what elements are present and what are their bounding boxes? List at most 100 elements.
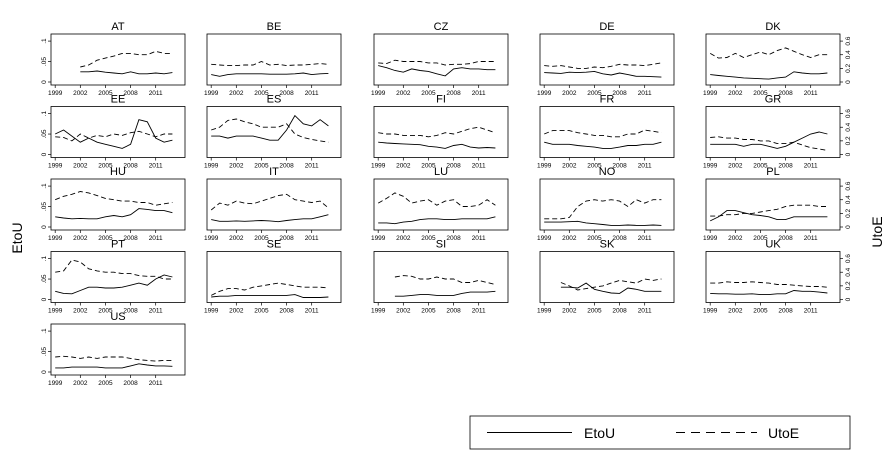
panel-fi: FI 1999 2002 2005 2008 2011 xyxy=(371,94,509,170)
series-utoe-line xyxy=(55,355,173,362)
panel-frame xyxy=(705,106,841,158)
panel-title: ES xyxy=(267,94,282,106)
x-tick-label: 2005 xyxy=(587,163,602,170)
panel-title: DK xyxy=(765,21,781,33)
series-utoe-line xyxy=(377,192,496,207)
panel-title: CZ xyxy=(434,21,449,33)
panel-it: IT 1999 2002 2005 2008 2011 xyxy=(204,166,342,242)
x-tick-label: 2002 xyxy=(73,90,88,97)
x-tick-label: 2011 xyxy=(804,90,818,97)
x-tick-label: 2002 xyxy=(562,308,577,315)
x-tick-label: 2005 xyxy=(753,235,768,242)
left-tick-label: .1 xyxy=(41,38,48,44)
left-tick-label: 0 xyxy=(41,225,48,229)
x-tick-label: 2002 xyxy=(396,163,411,170)
x-tick-label: 1999 xyxy=(537,163,552,170)
panel-frame xyxy=(373,33,509,86)
series-utoe-line xyxy=(211,61,329,67)
panel-frame xyxy=(539,106,675,158)
x-tick-label: 2005 xyxy=(254,90,269,97)
panel-title: BE xyxy=(267,21,282,33)
x-tick-label: 2008 xyxy=(123,90,138,97)
panel-frame xyxy=(539,251,675,303)
x-tick-label: 1999 xyxy=(371,235,386,242)
x-tick-label: 2005 xyxy=(98,90,113,97)
series-etou-line xyxy=(710,290,828,296)
panel-title: PL xyxy=(766,166,779,178)
right-tick-label: 0 xyxy=(845,297,852,301)
x-tick-label: 2002 xyxy=(396,235,411,242)
series-utoe-line xyxy=(210,193,329,211)
x-tick-label: 2002 xyxy=(562,235,577,242)
series-etou-line xyxy=(544,141,662,149)
x-tick-label: 2008 xyxy=(446,90,461,97)
series-utoe-line xyxy=(211,118,329,143)
x-tick-label: 1999 xyxy=(204,90,219,97)
panel-frame xyxy=(705,178,841,231)
x-tick-label: 2008 xyxy=(279,163,294,170)
x-tick-label: 2008 xyxy=(612,308,627,315)
panel-uk: UK 1999 2002 2005 2008 2011 0 0.2 0.4 0.6 xyxy=(703,239,852,315)
panel-frame xyxy=(539,33,675,86)
x-tick-label: 2002 xyxy=(229,163,244,170)
x-tick-label: 2011 xyxy=(149,380,163,387)
panel-ee: EE 1999 2002 2005 2008 2011 0 .05 .1 xyxy=(41,94,186,170)
x-tick-label: 2002 xyxy=(73,380,88,387)
x-tick-label: 2008 xyxy=(123,308,138,315)
x-tick-label: 2008 xyxy=(123,380,138,387)
left-tick-label: 0 xyxy=(41,370,48,374)
x-tick-label: 2008 xyxy=(123,163,138,170)
series-etou-line xyxy=(544,70,662,78)
x-tick-label: 1999 xyxy=(537,235,552,242)
series-utoe-line xyxy=(80,50,173,68)
panel-title: EE xyxy=(111,94,126,106)
panel-es: ES 1999 2002 2005 2008 2011 xyxy=(204,94,342,170)
x-tick-label: 2002 xyxy=(728,235,743,242)
panel-title: AT xyxy=(111,21,125,33)
series-utoe-line xyxy=(544,129,662,138)
x-tick-label: 1999 xyxy=(204,235,219,242)
right-tick-label: 0.2 xyxy=(845,63,852,72)
x-tick-label: 1999 xyxy=(48,308,63,315)
x-tick-label: 2008 xyxy=(446,163,461,170)
series-utoe-line xyxy=(710,281,828,288)
panel-title: GR xyxy=(765,94,782,106)
panel-frame xyxy=(206,33,342,86)
x-tick-label: 2011 xyxy=(638,90,652,97)
x-tick-label: 2005 xyxy=(587,90,602,97)
panel-dk: DK 1999 2002 2005 2008 2011 0 0.2 0.4 0.6 xyxy=(703,21,852,97)
x-tick-label: 2002 xyxy=(396,90,411,97)
panel-frame xyxy=(206,251,342,303)
panel-us: US 1999 2002 2005 2008 2011 0 .05 .1 xyxy=(41,311,186,387)
x-tick-label: 2002 xyxy=(728,308,743,315)
series-etou-line xyxy=(80,70,173,75)
x-tick-label: 2011 xyxy=(472,163,486,170)
x-tick-label: 2008 xyxy=(778,90,793,97)
panel-title: UK xyxy=(765,239,781,251)
legend-label-etou: EtoU xyxy=(584,425,615,441)
x-tick-label: 1999 xyxy=(48,380,63,387)
series-utoe-line xyxy=(710,204,828,217)
x-tick-label: 2005 xyxy=(98,235,113,242)
series-utoe-line xyxy=(55,259,173,280)
left-axis-title: EtoU xyxy=(9,222,25,253)
panel-title: SE xyxy=(267,239,282,251)
x-tick-label: 2008 xyxy=(123,235,138,242)
right-tick-label: 0.2 xyxy=(845,208,852,217)
series-utoe-line xyxy=(378,126,496,138)
x-tick-label: 1999 xyxy=(371,90,386,97)
x-tick-label: 1999 xyxy=(204,308,219,315)
x-tick-label: 2005 xyxy=(98,380,113,387)
x-tick-label: 2008 xyxy=(778,308,793,315)
panel-title: HU xyxy=(110,166,126,178)
x-tick-label: 2005 xyxy=(98,308,113,315)
panel-cz: CZ 1999 2002 2005 2008 2011 xyxy=(371,21,509,97)
panel-title: PT xyxy=(111,239,125,251)
x-tick-label: 2002 xyxy=(73,308,88,315)
x-tick-label: 2011 xyxy=(305,235,319,242)
series-etou-line xyxy=(378,65,496,77)
panel-frame xyxy=(50,178,186,231)
x-tick-label: 2008 xyxy=(279,308,294,315)
panel-pl: PL 1999 2002 2005 2008 2011 0 0.2 0.4 0.6 xyxy=(703,166,852,242)
x-tick-label: 2002 xyxy=(229,235,244,242)
